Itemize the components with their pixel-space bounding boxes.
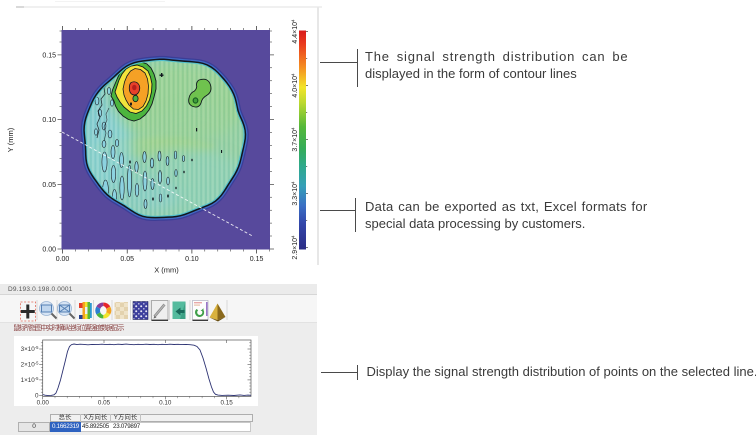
svg-text:0.05: 0.05 (98, 400, 111, 407)
svg-text:1×10-5: 1×10-5 (21, 376, 40, 384)
svg-text:0.10: 0.10 (185, 256, 199, 263)
svg-text:2.9×104: 2.9×104 (291, 235, 300, 260)
svg-text:X (mm): X (mm) (154, 266, 179, 275)
svg-text:0.10: 0.10 (159, 400, 172, 407)
svg-text:0.00: 0.00 (56, 256, 70, 263)
svg-text:0.15: 0.15 (42, 52, 56, 59)
svg-text:3×10-5: 3×10-5 (21, 345, 40, 353)
svg-text:0.15: 0.15 (250, 256, 264, 263)
svg-text:0.15: 0.15 (220, 400, 233, 407)
svg-text:0.05: 0.05 (120, 256, 134, 263)
svg-text:2×10-5: 2×10-5 (21, 361, 40, 369)
svg-text:0.00: 0.00 (42, 247, 56, 254)
svg-text:0: 0 (35, 393, 39, 400)
svg-text:0.00: 0.00 (37, 400, 50, 407)
svg-text:0.05: 0.05 (42, 182, 56, 189)
svg-text:3.7×104: 3.7×104 (291, 127, 300, 152)
svg-text:3.3×104: 3.3×104 (291, 181, 300, 206)
svg-text:4.4×104: 4.4×104 (291, 19, 300, 44)
svg-text:Y (mm): Y (mm) (6, 127, 15, 152)
svg-text:0.10: 0.10 (42, 117, 56, 124)
svg-text:4.0×104: 4.0×104 (291, 73, 300, 98)
